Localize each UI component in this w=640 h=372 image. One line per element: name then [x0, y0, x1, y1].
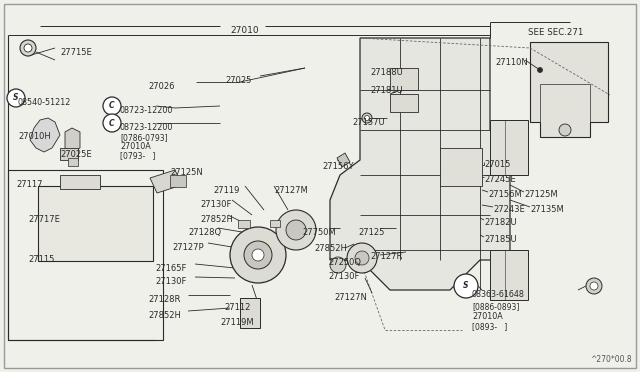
Text: [0793-   ]: [0793- ] — [120, 151, 156, 160]
Circle shape — [586, 278, 602, 294]
Polygon shape — [530, 42, 608, 137]
Text: 27245E: 27245E — [484, 175, 516, 184]
Circle shape — [24, 44, 32, 52]
Text: 27156M: 27156M — [488, 190, 522, 199]
Text: 27127M: 27127M — [274, 186, 308, 195]
Text: 27010H: 27010H — [18, 132, 51, 141]
Text: 27243E: 27243E — [493, 205, 525, 214]
Text: 27125: 27125 — [358, 228, 385, 237]
Circle shape — [252, 249, 264, 261]
Circle shape — [103, 114, 121, 132]
Text: C: C — [109, 119, 115, 128]
Bar — [490, 250, 528, 300]
Text: 27852H: 27852H — [200, 215, 233, 224]
Text: 27852H: 27852H — [314, 244, 347, 253]
Text: C: C — [109, 102, 115, 110]
Text: 27717E: 27717E — [28, 215, 60, 224]
Text: 27250Q: 27250Q — [328, 258, 361, 267]
Text: ^270*00.8: ^270*00.8 — [590, 355, 632, 364]
Text: 27110N: 27110N — [495, 58, 528, 67]
Text: 27119M: 27119M — [220, 318, 253, 327]
Text: 27026: 27026 — [148, 82, 175, 91]
Circle shape — [7, 89, 25, 107]
Text: 27128Q: 27128Q — [188, 228, 221, 237]
Text: 27182U: 27182U — [484, 218, 516, 227]
Circle shape — [286, 220, 306, 240]
Circle shape — [538, 67, 543, 73]
Text: 27025: 27025 — [225, 76, 252, 85]
Text: 27181U: 27181U — [370, 86, 403, 95]
Polygon shape — [337, 153, 350, 167]
Text: 27130F: 27130F — [200, 200, 232, 209]
Bar — [270, 220, 280, 227]
Bar — [60, 175, 100, 189]
Circle shape — [362, 113, 372, 123]
Circle shape — [330, 257, 346, 273]
Text: 27010A: 27010A — [120, 142, 151, 151]
Circle shape — [590, 282, 598, 290]
Text: 08540-51212: 08540-51212 — [18, 98, 72, 107]
Text: 27156Y: 27156Y — [322, 162, 353, 171]
Circle shape — [559, 124, 571, 136]
Circle shape — [230, 227, 286, 283]
Circle shape — [103, 97, 121, 115]
Text: S: S — [463, 282, 468, 291]
Circle shape — [276, 210, 316, 250]
Text: [0786-0793]: [0786-0793] — [120, 133, 168, 142]
Bar — [170, 175, 186, 187]
Text: 08723-12200: 08723-12200 — [120, 123, 173, 132]
Text: 27010: 27010 — [230, 26, 259, 35]
Circle shape — [244, 241, 272, 269]
Text: 27025E: 27025E — [60, 150, 92, 159]
Text: 27130F: 27130F — [155, 277, 186, 286]
Text: 27125N: 27125N — [170, 168, 203, 177]
Circle shape — [454, 274, 478, 298]
Bar — [60, 148, 78, 160]
Text: 27127N: 27127N — [334, 293, 367, 302]
Text: 27750M: 27750M — [302, 228, 336, 237]
Text: 27130F: 27130F — [328, 272, 360, 281]
Circle shape — [365, 115, 369, 121]
Bar — [390, 68, 418, 90]
Polygon shape — [150, 170, 182, 193]
Text: 27015: 27015 — [484, 160, 510, 169]
Text: [0886-0893]: [0886-0893] — [472, 302, 520, 311]
Text: 27117: 27117 — [16, 180, 42, 189]
Text: 27715E: 27715E — [60, 48, 92, 57]
Polygon shape — [65, 128, 80, 152]
Text: 27852H: 27852H — [148, 311, 181, 320]
Text: 27127P: 27127P — [172, 243, 204, 252]
Circle shape — [20, 40, 36, 56]
Text: 27135M: 27135M — [530, 205, 564, 214]
Text: 27188U: 27188U — [370, 68, 403, 77]
Bar — [238, 220, 250, 228]
Bar — [240, 298, 260, 328]
Text: 27115: 27115 — [28, 255, 54, 264]
Bar — [390, 94, 418, 112]
Polygon shape — [30, 118, 60, 152]
Bar — [8, 170, 163, 340]
Text: 08723-12200: 08723-12200 — [120, 106, 173, 115]
Text: 27010A: 27010A — [472, 312, 503, 321]
Text: 27127R: 27127R — [370, 252, 403, 261]
Text: 27128R: 27128R — [148, 295, 180, 304]
Bar — [68, 158, 78, 166]
Text: 27165F: 27165F — [155, 264, 186, 273]
Text: 27157U: 27157U — [352, 118, 385, 127]
Text: SEE SEC.271: SEE SEC.271 — [528, 28, 584, 37]
Text: 27119: 27119 — [213, 186, 239, 195]
Bar — [440, 148, 482, 186]
Text: 27112: 27112 — [224, 303, 250, 312]
Text: 27185U: 27185U — [484, 235, 516, 244]
Polygon shape — [330, 38, 510, 290]
Circle shape — [355, 251, 369, 265]
Text: 08363-61648: 08363-61648 — [472, 290, 525, 299]
Bar — [38, 186, 153, 261]
Text: 27125M: 27125M — [524, 190, 557, 199]
Circle shape — [347, 243, 377, 273]
Text: S: S — [13, 93, 19, 103]
Text: [0893-   ]: [0893- ] — [472, 322, 508, 331]
Bar — [490, 120, 528, 175]
